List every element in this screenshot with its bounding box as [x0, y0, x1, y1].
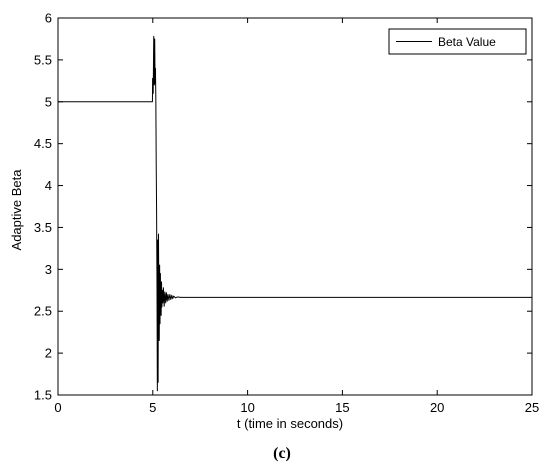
y-tick-label: 2 [45, 346, 52, 361]
x-tick-label: 20 [430, 400, 444, 415]
y-tick-label: 4 [45, 178, 52, 193]
y-tick-label: 1.5 [34, 388, 52, 403]
panel-label: (c) [273, 445, 291, 462]
x-tick-label: 15 [335, 400, 349, 415]
y-tick-label: 4.5 [34, 136, 52, 151]
series-line-0 [58, 35, 532, 392]
y-axis-label: Adaptive Beta [9, 169, 24, 251]
y-tick-label: 6 [45, 11, 52, 26]
plot-area [58, 18, 532, 395]
x-tick-label: 10 [240, 400, 254, 415]
axes-frame [57, 17, 533, 396]
legend: Beta Value [388, 28, 527, 55]
legend-label: Beta Value [438, 35, 496, 49]
y-tick-label: 3.5 [34, 220, 52, 235]
x-axis-label: t (time in seconds) [237, 416, 343, 431]
y-tick-label: 2.5 [34, 304, 52, 319]
x-tick-label: 5 [149, 400, 156, 415]
y-tick-label: 5.5 [34, 52, 52, 67]
y-tick-label: 5 [45, 94, 52, 109]
x-tick-label: 0 [54, 400, 61, 415]
x-tick-label: 25 [525, 400, 539, 415]
y-tick-label: 3 [45, 262, 52, 277]
